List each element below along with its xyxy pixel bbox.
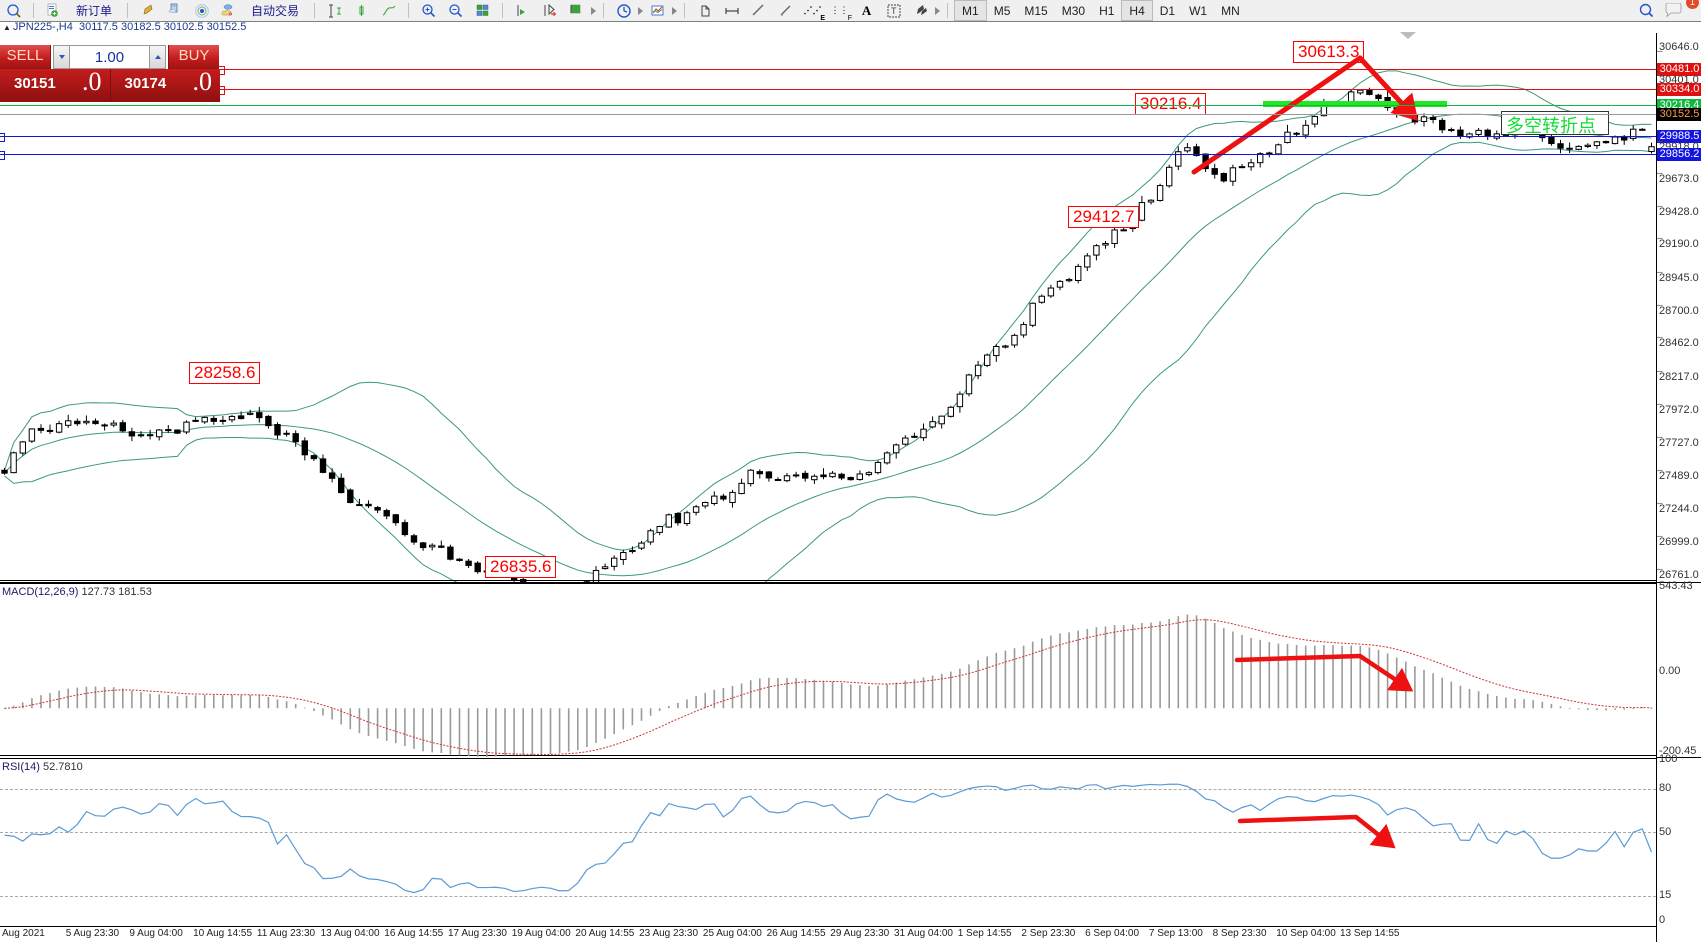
svg-text:T: T bbox=[891, 6, 897, 16]
